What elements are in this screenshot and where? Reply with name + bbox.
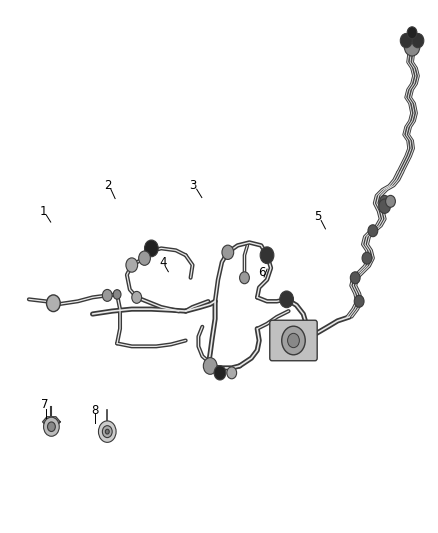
Circle shape: [368, 225, 378, 237]
Circle shape: [385, 196, 396, 207]
Circle shape: [145, 240, 158, 257]
Circle shape: [240, 272, 249, 284]
Circle shape: [354, 295, 364, 307]
Circle shape: [379, 199, 391, 213]
Circle shape: [139, 251, 150, 265]
Circle shape: [102, 426, 112, 438]
Text: 6: 6: [258, 266, 266, 279]
Circle shape: [102, 289, 112, 301]
Circle shape: [126, 258, 138, 272]
Circle shape: [132, 292, 141, 303]
Circle shape: [214, 366, 226, 380]
Circle shape: [362, 252, 372, 264]
Circle shape: [412, 34, 424, 48]
Circle shape: [43, 417, 59, 437]
Circle shape: [113, 289, 121, 299]
Circle shape: [280, 291, 293, 308]
Circle shape: [380, 196, 389, 207]
Text: 3: 3: [190, 179, 197, 192]
Circle shape: [99, 421, 116, 442]
Text: 7: 7: [42, 399, 49, 411]
Circle shape: [222, 245, 234, 260]
Circle shape: [46, 295, 60, 312]
Text: 1: 1: [39, 205, 47, 218]
Circle shape: [282, 326, 305, 355]
Circle shape: [203, 358, 217, 374]
Text: 8: 8: [91, 403, 98, 417]
Circle shape: [288, 333, 299, 348]
Circle shape: [47, 422, 55, 432]
Circle shape: [227, 367, 237, 379]
Circle shape: [350, 272, 360, 284]
Text: 2: 2: [104, 179, 111, 192]
Circle shape: [407, 27, 417, 39]
Text: 5: 5: [314, 211, 321, 223]
Circle shape: [400, 34, 412, 48]
Circle shape: [260, 247, 274, 264]
Circle shape: [105, 429, 109, 434]
Polygon shape: [42, 417, 60, 427]
Circle shape: [404, 37, 420, 56]
FancyBboxPatch shape: [270, 320, 317, 361]
Text: 4: 4: [159, 256, 167, 269]
